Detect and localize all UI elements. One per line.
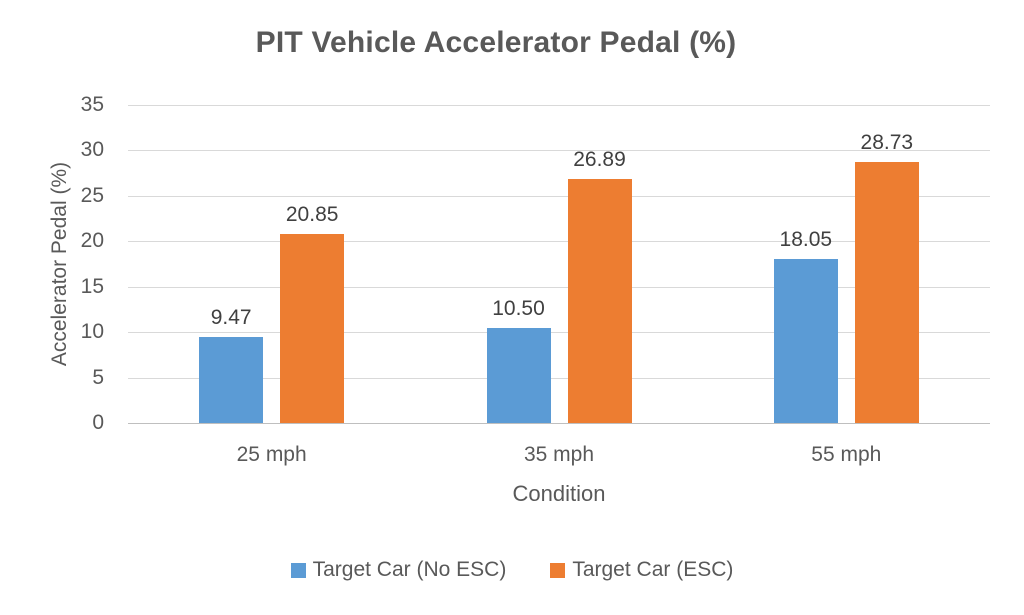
gridline [128, 195, 990, 197]
x-axis-title: Condition [512, 481, 606, 506]
gridline [128, 286, 990, 288]
y-tick-label: 0 [92, 411, 104, 434]
data-label: 9.47 [210, 305, 252, 329]
bar-target-car-no-esc-55-mph [773, 259, 838, 423]
data-label: 18.05 [779, 228, 833, 251]
legend-swatch-icon [290, 562, 306, 578]
legend-label: Target Car (ESC) [572, 558, 734, 581]
y-tick-label: 20 [80, 229, 104, 253]
legend-swatch-icon [550, 562, 566, 578]
gridline [128, 332, 990, 334]
data-label: 10.50 [492, 296, 545, 320]
x-category-label: 35 mph [523, 443, 595, 466]
x-axis-line [128, 423, 990, 424]
legend: Target Car (No ESC) Target Car (ESC) [0, 558, 1024, 582]
y-tick-label: 10 [80, 320, 104, 344]
bar-target-car-esc-55-mph [854, 161, 919, 423]
y-tick-label: 15 [80, 274, 104, 298]
x-category-label: 25 mph [236, 443, 307, 466]
bar-target-car-no-esc-35-mph [486, 327, 551, 423]
y-tick-label: 25 [80, 183, 104, 207]
data-label: 28.73 [860, 130, 914, 154]
bar-target-car-no-esc-25-mph [199, 336, 264, 423]
legend-label: Target Car (No ESC) [312, 558, 507, 581]
gridline [128, 241, 990, 243]
bar-target-car-esc-35-mph [567, 178, 632, 423]
y-tick-label: 5 [92, 365, 104, 389]
data-label: 26.89 [573, 147, 626, 171]
gridline [128, 150, 990, 152]
legend-item-target-car-esc: Target Car (ESC) [550, 558, 733, 582]
legend-item-target-car-no-esc: Target Car (No ESC) [290, 558, 507, 582]
gridline [128, 377, 990, 379]
y-tick-label: 35 [80, 93, 104, 116]
gridline [128, 105, 990, 106]
x-category-label: 55 mph [811, 443, 882, 466]
chart-title: PIT Vehicle Accelerator Pedal (%) [255, 26, 737, 59]
bar-target-car-esc-25-mph [280, 233, 345, 423]
data-label: 20.85 [285, 202, 339, 226]
y-tick-label: 30 [80, 138, 104, 162]
plot-area: 9.47 20.85 10.50 26.89 18.05 28.73 [128, 105, 990, 424]
